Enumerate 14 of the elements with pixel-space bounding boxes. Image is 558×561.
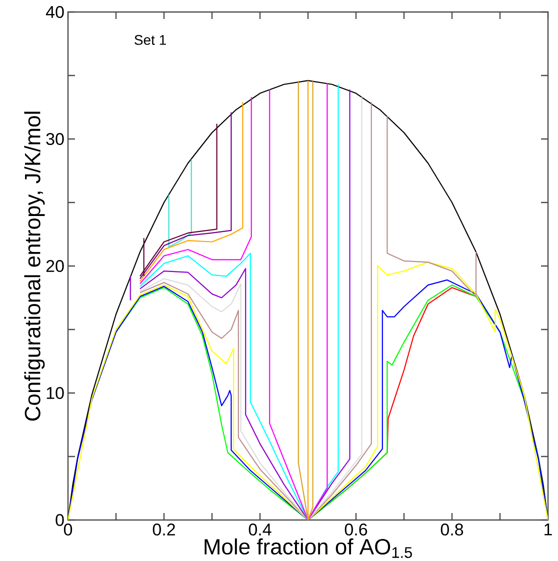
- x-tick-label: 0.8: [440, 524, 464, 536]
- x-axis-title: Mole fraction of AO$_{1.5}$: [204, 538, 412, 558]
- y-axis-title: Configurational entropy, J/K/mol: [24, 112, 45, 421]
- y-tick-label: 40: [46, 6, 64, 18]
- y-tick-label: 0: [56, 514, 64, 526]
- x-tick-label: 0: [64, 524, 72, 536]
- y-tick-label: 10: [46, 386, 64, 400]
- y-tick-label: 30: [46, 132, 64, 146]
- x-tick-label: 0.4: [248, 524, 272, 536]
- y-tick-label: 20: [46, 260, 64, 272]
- x-tick-label: 1: [544, 524, 552, 536]
- x-tick-label: 0.6: [344, 524, 368, 536]
- x-tick-label: 0.2: [152, 524, 175, 536]
- annotation: Set 1: [134, 34, 166, 45]
